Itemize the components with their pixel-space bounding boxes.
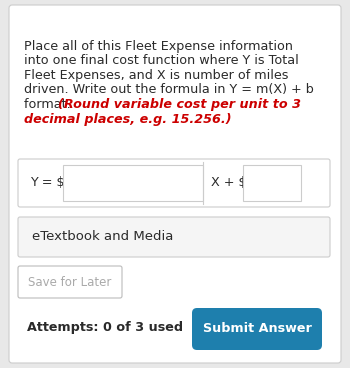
- Bar: [243, 165, 301, 201]
- Bar: [63, 165, 203, 201]
- Text: eTextbook and Media: eTextbook and Media: [32, 230, 173, 244]
- Text: driven. Write out the formula in Y = m(X) + b: driven. Write out the formula in Y = m(X…: [24, 84, 314, 96]
- Text: Save for Later: Save for Later: [28, 276, 112, 289]
- FancyBboxPatch shape: [192, 308, 322, 350]
- Text: Fleet Expenses, and X is number of miles: Fleet Expenses, and X is number of miles: [24, 69, 288, 82]
- FancyBboxPatch shape: [9, 5, 341, 363]
- Text: decimal places, e.g. 15.256.): decimal places, e.g. 15.256.): [24, 113, 232, 125]
- FancyBboxPatch shape: [18, 159, 330, 207]
- Text: into one final cost function where Y is Total: into one final cost function where Y is …: [24, 54, 299, 67]
- Text: Place all of this Fleet Expense information: Place all of this Fleet Expense informat…: [24, 40, 293, 53]
- Text: (Round variable cost per unit to 3: (Round variable cost per unit to 3: [58, 98, 301, 111]
- FancyBboxPatch shape: [18, 217, 330, 257]
- Text: Y = $: Y = $: [30, 177, 64, 190]
- Text: format.: format.: [24, 98, 75, 111]
- Text: X + $: X + $: [211, 177, 246, 190]
- Text: Submit Answer: Submit Answer: [203, 322, 312, 336]
- FancyBboxPatch shape: [18, 266, 122, 298]
- Text: Attempts: 0 of 3 used: Attempts: 0 of 3 used: [27, 321, 183, 333]
